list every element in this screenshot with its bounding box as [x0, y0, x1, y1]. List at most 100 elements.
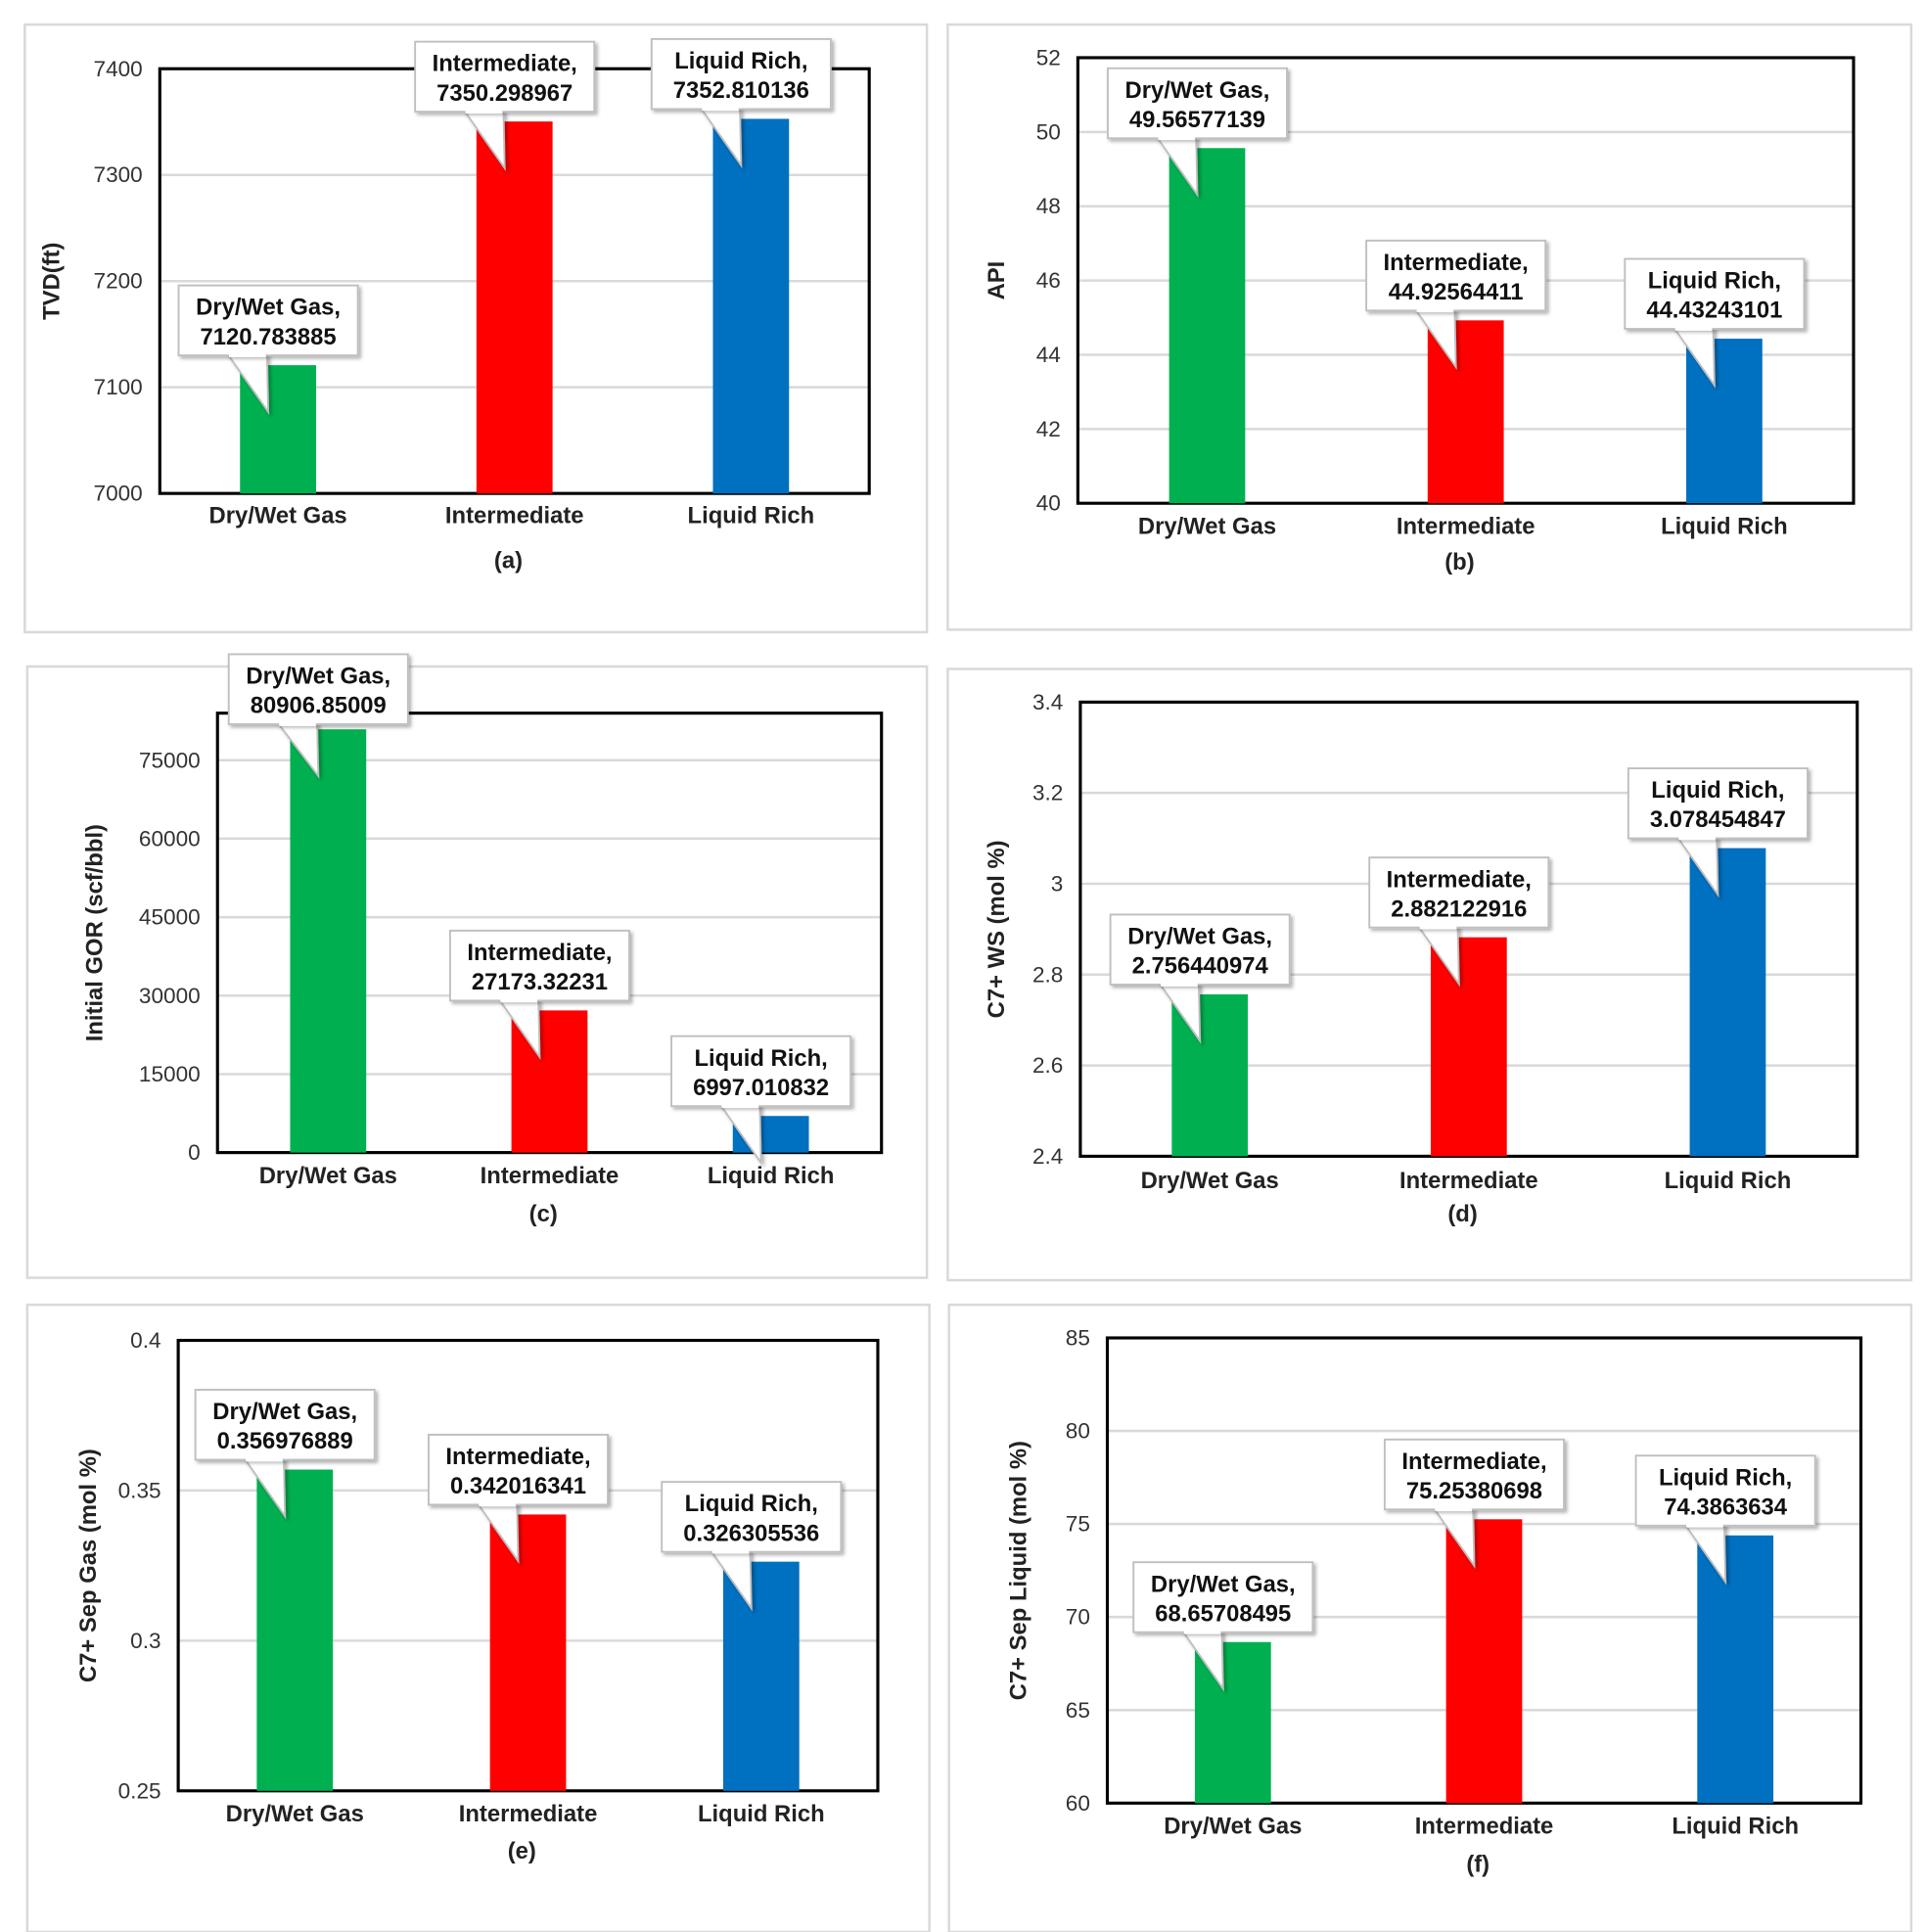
- data-label-category: Intermediate,: [445, 1444, 590, 1470]
- data-label-value: 49.56577139: [1129, 107, 1265, 133]
- data-label-value: 44.92564411: [1389, 279, 1524, 305]
- data-label-category: Dry/Wet Gas,: [212, 1399, 357, 1425]
- y-tick-label: 52: [1036, 45, 1061, 69]
- y-tick-label: 0: [188, 1140, 201, 1165]
- data-label-category: Intermediate,: [433, 51, 577, 77]
- y-tick-label: 3: [1051, 871, 1064, 896]
- callout-box: [1383, 1438, 1565, 1511]
- bar-intermediate: [1445, 1519, 1523, 1804]
- callout-box: [1106, 67, 1288, 140]
- data-label-category: Dry/Wet Gas,: [1125, 77, 1270, 104]
- y-tick-label: 7000: [94, 482, 143, 506]
- data-label-category: Intermediate,: [467, 940, 612, 966]
- data-label-category: Liquid Rich,: [694, 1045, 827, 1072]
- data-label-category: Intermediate,: [1384, 250, 1529, 276]
- y-tick-label: 80: [1066, 1419, 1090, 1444]
- callout-box: [448, 929, 630, 1002]
- data-label-value: 0.326305536: [683, 1520, 819, 1546]
- y-tick-label: 3.4: [1032, 690, 1063, 714]
- bar-liquid-rich: [712, 118, 790, 494]
- data-label-callout: Liquid Rich,3.078454847: [1627, 767, 1809, 898]
- data-label-category: Dry/Wet Gas,: [1127, 924, 1272, 950]
- y-tick-label: 0.3: [130, 1629, 160, 1653]
- callout-box: [1634, 1454, 1816, 1527]
- y-axis-label: C7+ Sep Liquid (mol %): [1006, 1441, 1032, 1700]
- y-tick-label: 0.4: [130, 1328, 160, 1353]
- data-label-callout: Dry/Wet Gas, 7120.783885: [177, 284, 359, 415]
- data-label-value: 2.882122916: [1391, 896, 1527, 922]
- bar-liquid-rich: [1689, 848, 1766, 1157]
- callout-box: [177, 284, 359, 357]
- data-label-callout: Liquid Rich, 0.326305536: [661, 1481, 843, 1612]
- data-label-callout: Intermediate, 75.25380698: [1383, 1438, 1565, 1570]
- y-tick-label: 30000: [139, 984, 201, 1008]
- bar-dry-wet-gas: [1171, 993, 1249, 1157]
- data-label-value: 27173.32231: [472, 969, 608, 995]
- y-tick-label: 44: [1036, 343, 1061, 367]
- data-label-value: 75.25380698: [1406, 1478, 1542, 1504]
- data-label-callout: Liquid Rich, 44.43243101: [1624, 257, 1806, 389]
- data-label-callout: Liquid Rich, 7352.810136: [650, 37, 832, 169]
- y-tick-label: 60000: [139, 826, 201, 851]
- data-label-value: 0.356976889: [217, 1428, 353, 1454]
- data-label-category: Dry/Wet Gas,: [196, 295, 341, 321]
- chart-b: 40 42 44 46 48 50 52 API Dry/Wet Gas Dry/Wet Gas,…: [946, 23, 1913, 631]
- data-label-callout: Intermediate, 27173.32231: [448, 929, 630, 1061]
- x-tick-label: Liquid Rich: [1661, 514, 1788, 540]
- callout-box: [1624, 257, 1806, 330]
- data-label-callout: Dry/Wet Gas, 49.56577139: [1106, 67, 1288, 199]
- x-tick-label: Liquid Rich: [1665, 1168, 1792, 1194]
- x-tick-label: Liquid Rich: [698, 1801, 825, 1827]
- x-tick-label: Dry/Wet Gas: [226, 1801, 364, 1827]
- y-tick-label: 15000: [139, 1062, 201, 1086]
- data-label-value: 2.756440974: [1132, 953, 1269, 980]
- data-label-callout: Intermediate, 7350.298967: [414, 40, 596, 171]
- data-label-callout: Intermediate, 0.342016341: [428, 1433, 609, 1565]
- bar-intermediate: [476, 121, 553, 494]
- x-tick-label: Intermediate: [481, 1163, 619, 1189]
- y-tick-label: 2.6: [1032, 1053, 1063, 1078]
- x-tick-label: Dry/Wet Gas: [1141, 1168, 1279, 1194]
- data-label-value: 7120.783885: [201, 324, 337, 350]
- data-label-callout: Dry/Wet Gas, 2.756440974: [1109, 913, 1291, 1044]
- x-tick-label: Liquid Rich: [688, 502, 815, 529]
- data-label-value: 3.078454847: [1650, 806, 1786, 833]
- data-label-value: 74.3863634: [1664, 1494, 1788, 1520]
- bar-intermediate: [1427, 320, 1504, 504]
- x-tick-label: Dry/Wet Gas: [1138, 514, 1276, 540]
- x-tick-label: Dry/Wet Gas: [209, 502, 347, 529]
- callout-box: [227, 653, 409, 725]
- data-label-callout: Intermediate, 2.882122916: [1368, 856, 1550, 988]
- data-label-category: Intermediate,: [1387, 866, 1532, 893]
- data-label-value: 7350.298967: [436, 80, 573, 107]
- x-tick-label: Dry/Wet Gas: [1164, 1814, 1302, 1840]
- data-label-callout: Intermediate, 44.92564411: [1365, 239, 1547, 371]
- bar-intermediate: [1430, 937, 1507, 1157]
- data-label-category: Intermediate,: [1401, 1449, 1546, 1475]
- callout-box: [1109, 913, 1291, 986]
- bar-dry-wet-gas: [1169, 148, 1246, 504]
- data-label-category: Liquid Rich,: [685, 1491, 818, 1517]
- data-label-category: Liquid Rich,: [674, 48, 807, 74]
- callout-box: [1627, 767, 1809, 840]
- y-tick-label: 46: [1036, 268, 1061, 293]
- y-tick-label: 0.25: [118, 1778, 161, 1803]
- x-tick-label: Liquid Rich: [708, 1163, 835, 1189]
- data-label-category: Liquid Rich,: [1651, 777, 1784, 804]
- y-axis-label: Initial GOR (scf/bbl): [81, 824, 108, 1041]
- y-tick-label: 40: [1036, 491, 1061, 516]
- chart-a: 7000 7100 7200 7300 7400 TVD(ft) Dry/Wet Gas Dr…: [23, 23, 929, 634]
- data-label-category: Liquid Rich,: [1648, 268, 1781, 295]
- y-tick-label: 0.35: [118, 1478, 161, 1502]
- data-label-callout: Liquid Rich, 74.3863634: [1634, 1454, 1816, 1586]
- x-tick-label: Intermediate: [1415, 1814, 1554, 1840]
- data-label-value: 80906.85009: [251, 693, 387, 719]
- y-tick-label: 50: [1036, 119, 1061, 144]
- subplot-label: (e): [508, 1838, 536, 1864]
- callout-box: [414, 40, 596, 114]
- x-tick-label: Intermediate: [459, 1801, 598, 1827]
- subplot-label: (a): [494, 548, 523, 575]
- y-tick-label: 45000: [139, 905, 201, 930]
- callout-box: [428, 1433, 609, 1506]
